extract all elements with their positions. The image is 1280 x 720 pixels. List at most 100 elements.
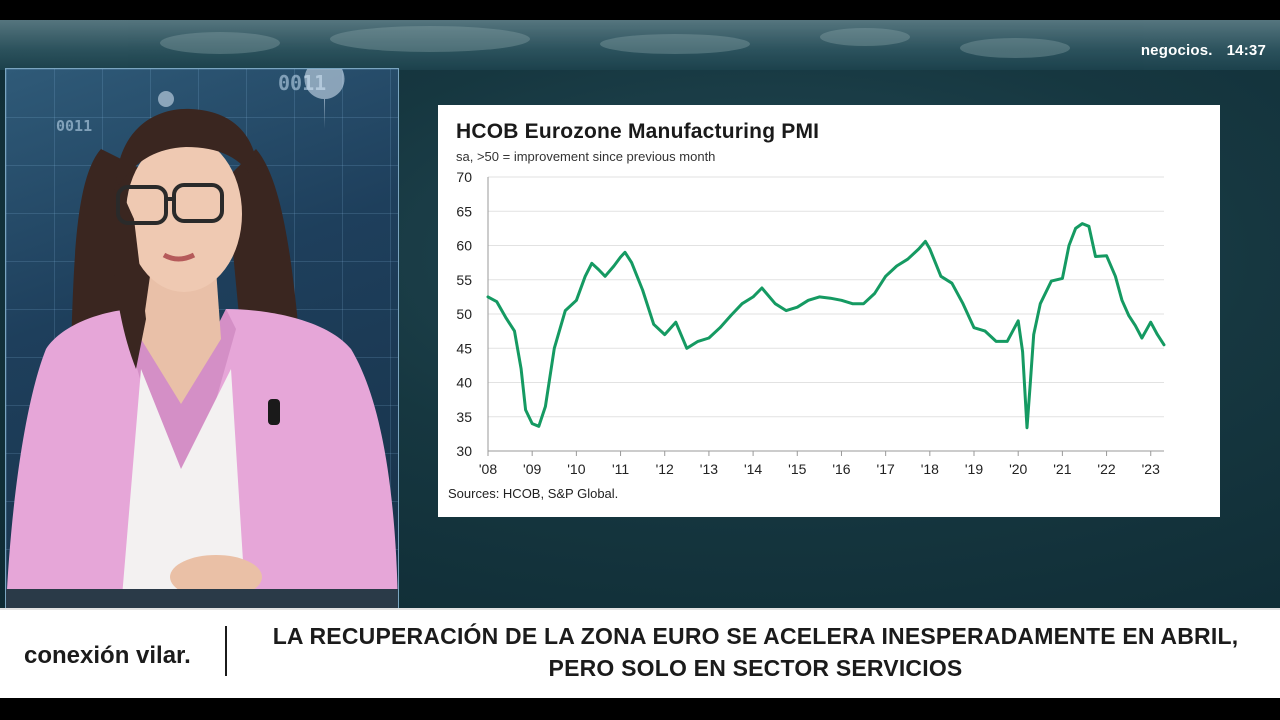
pmi-data-point (663, 333, 666, 336)
pmi-data-point (939, 275, 943, 278)
x-tick-label: '18 (921, 461, 939, 477)
pmi-data-point (584, 275, 587, 278)
pmi-data-point (873, 292, 876, 295)
channel-bug: negocios. 14:37 (1141, 42, 1266, 59)
clock-time: 14:37 (1226, 42, 1266, 59)
pmi-data-point (486, 295, 490, 299)
pmi-data-point (917, 247, 920, 251)
pmi-data-point (530, 422, 534, 425)
pmi-data-point (1162, 343, 1166, 347)
x-tick-label: '19 (965, 461, 983, 477)
overlay-code-2: 0011 (56, 117, 93, 135)
chart-source: Sources: HCOB, S&P Global. (448, 486, 619, 501)
y-tick-label: 55 (456, 272, 472, 288)
pmi-data-point (994, 340, 998, 343)
pmi-data-point (1105, 254, 1108, 257)
pmi-data-point (928, 247, 932, 251)
y-tick-label: 40 (456, 375, 472, 391)
pmi-data-point (652, 323, 655, 326)
x-tick-label: '08 (479, 461, 497, 477)
channel-logo: negocios. (1140, 42, 1213, 59)
pmi-data-point (895, 264, 898, 268)
pmi-data-point (685, 347, 689, 350)
pmi-data-point (1114, 275, 1117, 278)
pmi-data-point (630, 261, 633, 264)
world-map-band (0, 20, 1280, 70)
chart-title: HCOB Eurozone Manufacturing PMI (456, 120, 820, 143)
pmi-data-point (519, 367, 523, 370)
pmi-data-point (641, 288, 644, 292)
x-tick-label: '22 (1097, 461, 1115, 477)
y-tick-label: 45 (456, 340, 472, 356)
pmi-data-point (961, 302, 965, 305)
pmi-data-point (983, 329, 987, 333)
pmi-data-point (1087, 225, 1091, 228)
pmi-data-point (707, 336, 711, 340)
pmi-data-point (495, 300, 499, 303)
pmi-series-line (486, 222, 1166, 430)
pmi-data-point (1025, 426, 1029, 429)
pmi-data-point (544, 405, 547, 408)
pmi-data-point (829, 297, 832, 300)
pmi-data-point (1067, 244, 1071, 247)
presenter-figure (6, 69, 398, 609)
pmi-data-point (751, 295, 755, 299)
pmi-data-point (537, 425, 541, 428)
map-pin-icon (158, 69, 345, 129)
pmi-data-point (1050, 279, 1053, 283)
presenter-video-panel: 0011 0011 (5, 68, 399, 610)
pmi-data-point (1032, 333, 1035, 336)
pmi-data-point (1021, 350, 1024, 353)
program-name: conexión vilar. (24, 642, 191, 669)
x-tick-label: '17 (877, 461, 895, 477)
pmi-data-point (1156, 333, 1159, 336)
pmi-data-point (1140, 336, 1144, 340)
pmi-data-point (851, 302, 854, 305)
pmi-data-point (1081, 222, 1084, 225)
top-letterbox (0, 0, 1280, 20)
pmi-data-point (740, 302, 744, 305)
pmi-data-point (575, 299, 578, 302)
pmi-line-chart: 70 65 60 55 50 45 40 35 30 '08 '09 '10 '11 '12 '13 '14 '… (456, 169, 1166, 477)
pmi-data-point (1016, 319, 1020, 323)
pmi-data-point (1061, 277, 1064, 280)
y-tick-label: 70 (456, 169, 472, 185)
pmi-data-point (597, 268, 600, 271)
x-tick-label: '13 (700, 461, 718, 477)
news-headline: LA RECUPERACIÓN DE LA ZONA EURO SE ACELE… (272, 623, 1239, 681)
pmi-data-point (785, 309, 788, 312)
y-tick-label: 65 (456, 203, 472, 219)
pmi-data-point (1005, 340, 1009, 343)
x-tick-label: '16 (832, 461, 850, 477)
x-tick-label: '11 (612, 461, 629, 477)
pmi-data-point (590, 262, 594, 265)
y-tick-label: 50 (456, 306, 472, 322)
chart-card: HCOB Eurozone Manufacturing PMI sa, >50 … (438, 105, 1220, 517)
y-tick-label: 60 (456, 238, 472, 254)
banner-divider (225, 626, 227, 676)
pmi-data-point (619, 255, 622, 259)
pmi-data-point (504, 316, 507, 319)
pmi-data-point (513, 329, 516, 333)
pmi-data-point (623, 251, 627, 254)
x-tick-label: '21 (1053, 461, 1071, 477)
pmi-data-point (924, 240, 927, 243)
pmi-data-point (1094, 255, 1097, 258)
chart-subtitle: sa, >50 = improvement since previous mon… (456, 149, 716, 164)
pmi-data-point (1134, 324, 1137, 327)
pmi-data-point (862, 302, 865, 305)
pmi-data-point (603, 275, 607, 278)
pmi-data-point (729, 314, 733, 317)
pmi-data-point (524, 408, 527, 412)
bottom-letterbox (0, 698, 1280, 720)
x-tick-label: '20 (1009, 461, 1027, 477)
pmi-data-point (906, 258, 909, 261)
pmi-data-point (950, 281, 954, 285)
pmi-data-point (1028, 384, 1032, 388)
pmi-data-point (773, 302, 777, 305)
x-tick-label: '12 (656, 461, 674, 477)
glasses (116, 183, 224, 225)
pmi-data-point (1149, 321, 1152, 324)
x-tick-label: '10 (567, 461, 585, 477)
pmi-data-point (564, 309, 567, 312)
